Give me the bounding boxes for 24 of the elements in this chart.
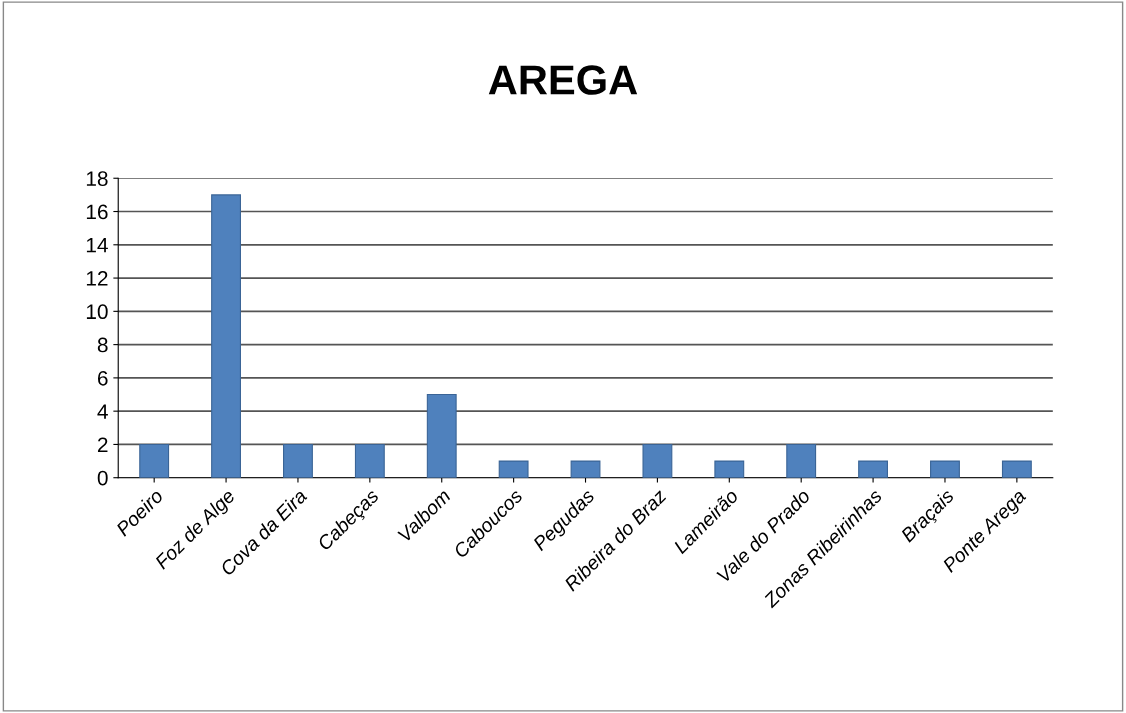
y-tick-label: 12 xyxy=(86,271,108,286)
bar xyxy=(786,443,817,478)
bar xyxy=(354,443,385,478)
chart-title: AREGA xyxy=(488,65,638,95)
y-tick-label: 4 xyxy=(97,404,108,419)
bar xyxy=(642,443,673,478)
bar xyxy=(930,460,960,478)
bar xyxy=(139,443,170,478)
y-tick-label: 0 xyxy=(97,470,108,486)
bar xyxy=(570,460,601,478)
y-tick-label: 6 xyxy=(97,370,108,386)
y-tick-label: 14 xyxy=(86,238,108,253)
bar xyxy=(858,460,889,478)
bar xyxy=(426,393,457,478)
y-tick-label: 16 xyxy=(86,204,108,220)
bar xyxy=(714,460,745,478)
bar xyxy=(1001,460,1032,478)
y-tick-label: 2 xyxy=(97,437,108,452)
bar xyxy=(211,194,241,478)
y-tick-label: 10 xyxy=(86,304,108,320)
y-tick-label: 8 xyxy=(97,337,108,353)
bar xyxy=(498,460,529,478)
bar xyxy=(283,443,313,478)
y-tick-label: 18 xyxy=(86,171,108,186)
